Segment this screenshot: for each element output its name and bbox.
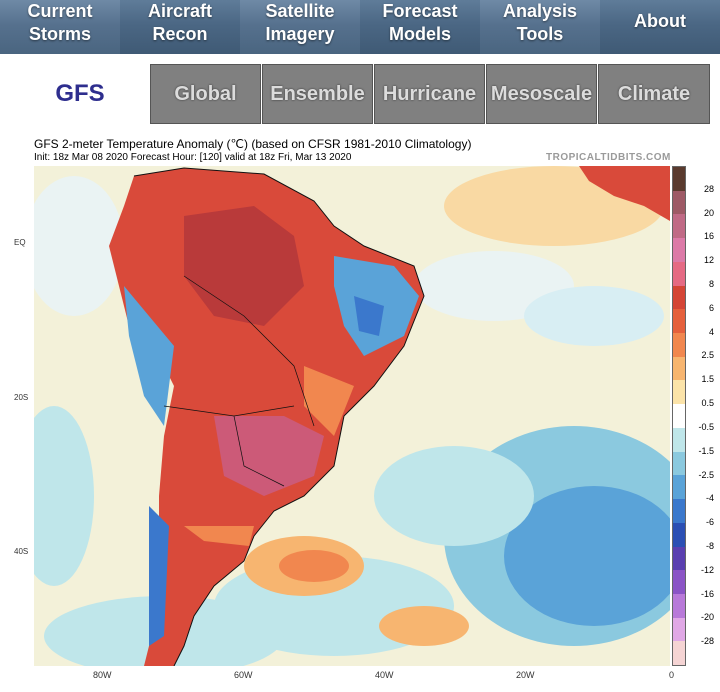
colorbar-segment	[673, 309, 685, 334]
colorbar-segment	[673, 499, 685, 523]
colorbar-segment	[673, 333, 685, 357]
lon-label-0: 0	[669, 670, 675, 680]
nav-about[interactable]: About	[600, 0, 720, 54]
colorbar-segment	[673, 261, 685, 286]
tab-ensemble[interactable]: Ensemble	[262, 64, 373, 124]
colorbar-segment	[673, 546, 685, 571]
lon-label-60w: 60W	[234, 670, 253, 680]
colorbar-label: 4	[708, 326, 714, 337]
colorbar-label: 20	[703, 207, 714, 218]
nav-satellite-imagery[interactable]: Satellite Imagery	[240, 0, 360, 54]
colorbar-segment	[673, 404, 685, 428]
chart-title: GFS 2-meter Temperature Anomaly (℃) (bas…	[34, 137, 472, 151]
chart-subtitle: Init: 18z Mar 08 2020 Forecast Hour: [12…	[34, 152, 352, 163]
tab-hurricane[interactable]: Hurricane	[374, 64, 485, 124]
colorbar-label: -0.5	[698, 421, 714, 432]
colorbar-segment	[673, 475, 685, 500]
colorbar-segment	[673, 593, 685, 618]
colorbar-label: -2.5	[698, 469, 714, 480]
top-navigation: Current Storms Aircraft Recon Satellite …	[0, 0, 720, 54]
colorbar-label: 2.5	[701, 350, 714, 361]
colorbar-segment	[673, 214, 685, 239]
colorbar-label: -20	[700, 612, 714, 623]
colorbar-label: 28	[703, 183, 714, 194]
colorbar-label: -28	[700, 636, 714, 647]
lat-label-eq: EQ	[14, 238, 26, 247]
colorbar-label: -6	[705, 517, 714, 528]
model-tabs: GFS Global Ensemble Hurricane Mesoscale …	[0, 64, 720, 124]
colorbar-segment	[673, 451, 685, 476]
tab-mesoscale[interactable]: Mesoscale	[486, 64, 597, 124]
colorbar-segment	[673, 641, 685, 666]
colorbar-label: -4	[705, 493, 714, 504]
colorbar-label: -8	[705, 540, 714, 551]
colorbar-segment	[673, 380, 685, 405]
nav-forecast-models[interactable]: Forecast Models	[360, 0, 480, 54]
colorbar-label: 8	[708, 279, 714, 290]
colorbar	[672, 166, 686, 666]
colorbar-label: -12	[700, 564, 714, 575]
colorbar-label: 12	[703, 255, 714, 266]
anomaly-field	[34, 166, 670, 666]
colorbar-label: 16	[703, 231, 714, 242]
colorbar-segment	[673, 356, 685, 381]
temperature-anomaly-map	[34, 166, 670, 666]
colorbar-segment	[673, 522, 685, 547]
tab-climate[interactable]: Climate	[598, 64, 710, 124]
colorbar-labels: 28 20 16 12 8 6 4 2.5 1.5 0.5 -0.5 -1.5 -2.5 -4 -6 -8 -1…	[686, 166, 720, 666]
nav-current-storms[interactable]: Current Storms	[0, 0, 120, 54]
colorbar-segment	[673, 427, 685, 452]
lon-label-40w: 40W	[375, 670, 394, 680]
model-title: GFS	[55, 80, 105, 107]
colorbar-label: -16	[700, 588, 714, 599]
colorbar-segment	[673, 238, 685, 262]
colorbar-segment	[673, 617, 685, 642]
lon-label-20w: 20W	[516, 670, 535, 680]
colorbar-segment	[673, 190, 685, 215]
colorbar-label: 1.5	[701, 374, 714, 385]
tab-global[interactable]: Global	[150, 64, 261, 124]
nav-analysis-tools[interactable]: Analysis Tools	[480, 0, 600, 54]
colorbar-label: -1.5	[698, 445, 714, 456]
nav-aircraft-recon[interactable]: Aircraft Recon	[120, 0, 240, 54]
colorbar-label: 6	[708, 302, 714, 313]
colorbar-segment	[673, 285, 685, 310]
lat-label-40s: 40S	[14, 547, 29, 556]
colorbar-segment	[673, 167, 685, 191]
site-watermark: TROPICALTIDBITS.COM	[546, 152, 671, 163]
lat-label-20s: 20S	[14, 393, 29, 402]
colorbar-segment	[673, 570, 685, 594]
colorbar-label: 0.5	[701, 398, 714, 409]
lon-label-80w: 80W	[93, 670, 112, 680]
